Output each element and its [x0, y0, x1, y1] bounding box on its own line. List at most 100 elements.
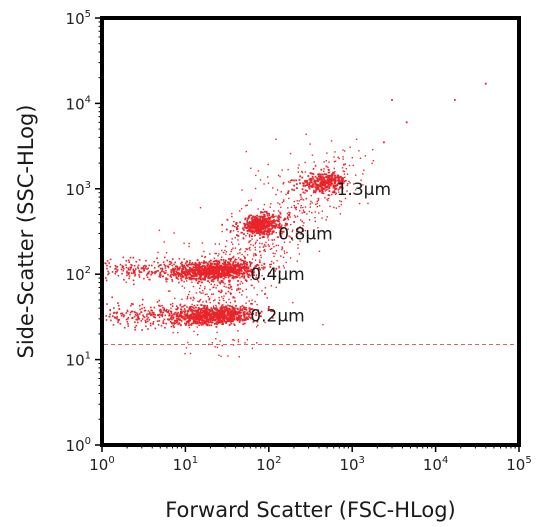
- data-point: [136, 312, 138, 314]
- data-point: [181, 261, 183, 264]
- data-point: [185, 315, 188, 317]
- data-point: [205, 318, 208, 320]
- data-point: [139, 308, 141, 311]
- data-point: [250, 226, 252, 228]
- data-point: [204, 278, 206, 280]
- data-point: [270, 203, 272, 205]
- data-point: [235, 226, 238, 229]
- data-point: [238, 257, 240, 259]
- data-point: [231, 243, 234, 245]
- data-point: [230, 269, 232, 271]
- data-point: [191, 306, 194, 308]
- data-point: [160, 267, 162, 270]
- data-point: [333, 176, 336, 179]
- data-point: [184, 314, 187, 317]
- data-point: [137, 267, 140, 270]
- data-point: [199, 314, 202, 317]
- data-point: [238, 310, 241, 313]
- data-point: [259, 242, 261, 245]
- data-point: [190, 315, 192, 318]
- data-point: [192, 309, 195, 312]
- data-point: [237, 261, 239, 264]
- data-point: [333, 192, 335, 194]
- data-point: [226, 307, 229, 310]
- data-point: [185, 262, 187, 264]
- data-point: [207, 295, 209, 298]
- data-point: [233, 324, 236, 326]
- data-point: [219, 310, 221, 313]
- data-point: [185, 271, 188, 274]
- data-point: [272, 262, 275, 264]
- data-point: [304, 229, 306, 232]
- data-point: [123, 279, 125, 281]
- data-point: [144, 309, 147, 312]
- data-point: [318, 173, 320, 175]
- data-point: [328, 171, 331, 173]
- data-point: [259, 212, 262, 214]
- data-point: [266, 234, 269, 236]
- data-point: [187, 309, 189, 312]
- data-point: [263, 225, 266, 228]
- data-point: [258, 227, 261, 230]
- data-point: [337, 179, 339, 182]
- data-point: [210, 272, 212, 275]
- data-point: [194, 320, 197, 322]
- data-point: [157, 324, 160, 326]
- data-point: [202, 309, 205, 312]
- data-point: [218, 272, 221, 274]
- data-point: [254, 243, 256, 245]
- data-point: [316, 202, 318, 205]
- data-point: [126, 310, 129, 313]
- data-point: [266, 220, 269, 223]
- data-point: [135, 324, 138, 327]
- data-point: [237, 284, 239, 287]
- data-point: [108, 262, 110, 264]
- data-point: [127, 267, 130, 270]
- data-point: [290, 223, 292, 226]
- data-point: [250, 223, 253, 226]
- data-point: [309, 172, 312, 174]
- data-point: [120, 314, 123, 317]
- data-point: [190, 322, 193, 325]
- data-point: [127, 323, 129, 325]
- data-point: [209, 264, 212, 266]
- data-point: [193, 273, 196, 275]
- data-point: [221, 262, 224, 265]
- data-point: [272, 213, 274, 216]
- data-point: [122, 267, 125, 270]
- data-point: [212, 312, 214, 315]
- data-point: [222, 322, 224, 325]
- data-point: [325, 160, 327, 162]
- data-point: [269, 227, 271, 230]
- data-point: [244, 279, 247, 281]
- data-point: [115, 317, 118, 319]
- data-point: [243, 222, 245, 225]
- data-point: [177, 331, 179, 334]
- data-point: [130, 267, 132, 270]
- data-point: [173, 263, 175, 266]
- data-point: [239, 252, 241, 254]
- data-point: [178, 273, 181, 276]
- data-point: [301, 171, 304, 174]
- data-point: [223, 261, 225, 263]
- data-point: [133, 265, 136, 267]
- data-point: [269, 265, 272, 268]
- data-point: [212, 286, 214, 289]
- data-point: [183, 272, 185, 274]
- data-point: [228, 268, 231, 271]
- data-point: [173, 323, 175, 325]
- data-point: [186, 311, 189, 313]
- data-point: [157, 265, 160, 268]
- data-point: [188, 269, 190, 272]
- data-point: [171, 279, 173, 281]
- data-point: [204, 272, 207, 274]
- data-point: [346, 184, 348, 187]
- data-point: [289, 216, 291, 218]
- data-point: [216, 318, 218, 320]
- data-point: [484, 82, 487, 85]
- data-point: [230, 230, 232, 232]
- data-point: [164, 256, 166, 259]
- data-point: [207, 274, 210, 276]
- data-point: [255, 222, 258, 224]
- data-point: [107, 273, 109, 276]
